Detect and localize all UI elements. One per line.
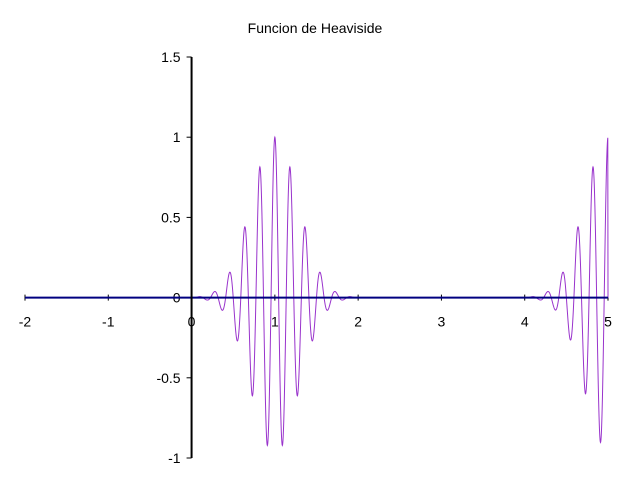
x-tick-label: -1: [102, 314, 115, 330]
y-axis-tick-labels: -1-0.500.511.5: [156, 49, 180, 466]
x-tick-label: 3: [438, 314, 446, 330]
y-tick-label: 1: [173, 129, 181, 145]
chart-title: Funcion de Heaviside: [248, 20, 383, 36]
x-tick-label: 4: [521, 314, 529, 330]
x-tick-label: 5: [604, 314, 612, 330]
y-tick-label: -1: [168, 450, 181, 466]
y-tick-label: 0.5: [161, 209, 181, 225]
series-line: [25, 135, 609, 447]
y-tick-label: -0.5: [156, 370, 180, 386]
x-tick-label: -2: [19, 314, 32, 330]
x-tick-label: 2: [354, 314, 362, 330]
y-tick-label: 1.5: [161, 49, 181, 65]
x-tick-label: 1: [271, 314, 279, 330]
